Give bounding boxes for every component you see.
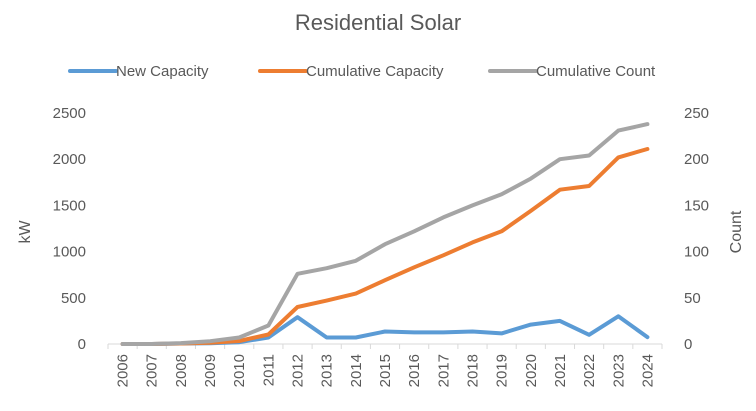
right-tick-label: 0 <box>684 336 692 353</box>
x-tick-label: 2008 <box>173 354 190 387</box>
x-tick-label: 2006 <box>115 354 132 387</box>
left-tick-label: 1500 <box>53 197 86 214</box>
right-tick-label: 100 <box>684 244 709 261</box>
chart-title: Residential Solar <box>295 10 461 35</box>
left-tick-label: 2000 <box>53 151 86 168</box>
x-tick-label: 2018 <box>464 354 481 387</box>
right-axis-label: Count <box>728 210 745 253</box>
legend-label-cumulative-count: Cumulative Count <box>536 63 656 80</box>
x-tick-label: 2023 <box>610 354 627 387</box>
left-tick-label: 500 <box>61 290 86 307</box>
legend: New Capacity Cumulative Capacity Cumulativ… <box>68 63 656 80</box>
legend-label-cumulative-capacity: Cumulative Capacity <box>306 63 444 80</box>
left-axis-ticks: 0 500 1000 1500 2000 2500 <box>53 105 86 353</box>
x-tick-label: 2020 <box>523 354 540 387</box>
x-tick-label: 2010 <box>231 354 248 387</box>
x-tick-label: 2007 <box>144 354 161 387</box>
series-line-cumulative-count <box>120 122 650 346</box>
right-tick-label: 250 <box>684 105 709 122</box>
legend-label-new-capacity: New Capacity <box>116 63 209 80</box>
left-axis-label: kW <box>17 220 34 244</box>
series-lines <box>120 122 650 346</box>
right-axis-ticks: 0 50 100 150 200 250 <box>684 105 709 353</box>
left-tick-label: 0 <box>78 336 86 353</box>
right-tick-label: 150 <box>684 197 709 214</box>
x-tick-label: 2019 <box>494 354 511 387</box>
x-tick-label: 2022 <box>581 354 598 387</box>
x-tick-label: 2011 <box>260 354 277 386</box>
x-tick-label: 2013 <box>319 354 336 387</box>
right-tick-label: 50 <box>684 290 701 307</box>
x-axis-ticks: 2006 2007 2008 2009 2010 2011 2012 2013 2014 2015… <box>107 344 663 387</box>
x-tick-label: 2024 <box>639 354 656 387</box>
x-tick-label: 2017 <box>435 354 452 387</box>
x-tick-label: 2021 <box>552 354 569 387</box>
x-tick-label: 2012 <box>290 354 307 387</box>
x-tick-label: 2009 <box>202 354 219 387</box>
x-tick-label: 2016 <box>406 354 423 387</box>
left-tick-label: 1000 <box>53 244 86 261</box>
x-tick-label: 2014 <box>348 354 365 387</box>
left-tick-label: 2500 <box>53 105 86 122</box>
right-tick-label: 200 <box>684 151 709 168</box>
x-tick-label: 2015 <box>377 354 394 387</box>
